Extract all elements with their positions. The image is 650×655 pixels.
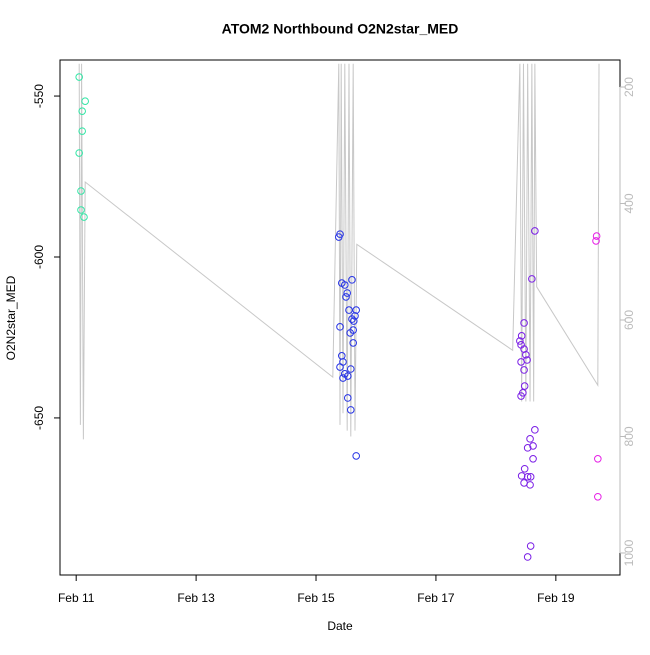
data-point: [80, 213, 88, 221]
data-point: [523, 553, 532, 561]
data-point: [336, 323, 344, 331]
data-point: [348, 276, 356, 284]
y2-tick-label: 200: [622, 77, 636, 97]
data-point: [340, 281, 349, 289]
data-point: [594, 455, 602, 463]
data-point: [523, 473, 532, 481]
data-point: [352, 452, 360, 460]
data-point: [522, 351, 530, 359]
data-point: [517, 472, 526, 480]
y2-tick-label: 800: [622, 426, 636, 446]
data-point: [339, 374, 347, 382]
y-axis-label: O2N2star_MED: [4, 275, 18, 360]
data-point: [526, 473, 535, 481]
data-point: [520, 464, 529, 473]
data-point: [526, 435, 534, 443]
data-point: [517, 332, 526, 340]
data-point: [526, 481, 534, 489]
y2-tick-label: 1000: [622, 539, 636, 566]
data-point: [343, 372, 352, 380]
data-point: [592, 232, 601, 240]
data-point: [75, 149, 83, 157]
data-point: [520, 382, 529, 390]
data-point: [517, 358, 525, 366]
data-point: [342, 293, 350, 301]
data-point: [352, 306, 360, 314]
data-point: [516, 337, 524, 345]
data-point: [336, 363, 344, 371]
data-point: [345, 306, 353, 314]
data-point: [81, 97, 89, 105]
data-point: [346, 365, 355, 373]
data-point: [520, 319, 528, 327]
data-point: [346, 329, 354, 337]
data-point: [528, 275, 536, 283]
data-point: [349, 317, 358, 325]
plot-area: [75, 63, 602, 561]
data-point: [349, 339, 357, 347]
data-point: [523, 444, 532, 452]
y2-tick-label: 600: [622, 310, 636, 330]
data-point: [531, 227, 539, 235]
y-tick-label: -650: [32, 406, 46, 430]
data-point: [346, 406, 355, 414]
depth-line: [78, 63, 600, 440]
data-point: [336, 230, 344, 238]
data-point: [592, 237, 600, 245]
x-tick-label: Feb 15: [297, 591, 335, 605]
data-point: [77, 206, 85, 214]
data-point: [517, 392, 525, 400]
data-point: [77, 187, 85, 195]
data-point: [343, 289, 351, 297]
data-point: [343, 394, 352, 402]
data-point: [78, 107, 86, 115]
data-point: [594, 492, 602, 501]
data-point: [78, 127, 86, 135]
x-tick-label: Feb 11: [58, 591, 95, 605]
y2-tick-label: 400: [622, 193, 636, 213]
y-tick-label: -600: [32, 245, 46, 269]
x-axis-label: Date: [327, 619, 353, 633]
x-tick-label: Feb 17: [417, 591, 455, 605]
data-point: [531, 426, 539, 434]
data-point: [529, 455, 537, 463]
data-point: [75, 73, 83, 81]
data-point: [520, 366, 528, 374]
data-point: [526, 542, 535, 550]
chart-title: ATOM2 Northbound O2N2star_MED: [222, 21, 459, 37]
data-point: [529, 442, 537, 450]
data-point: [351, 312, 359, 320]
x-tick-label: Feb 13: [177, 591, 215, 605]
y-tick-label: -550: [32, 84, 46, 108]
x-tick-label: Feb 19: [537, 591, 575, 605]
